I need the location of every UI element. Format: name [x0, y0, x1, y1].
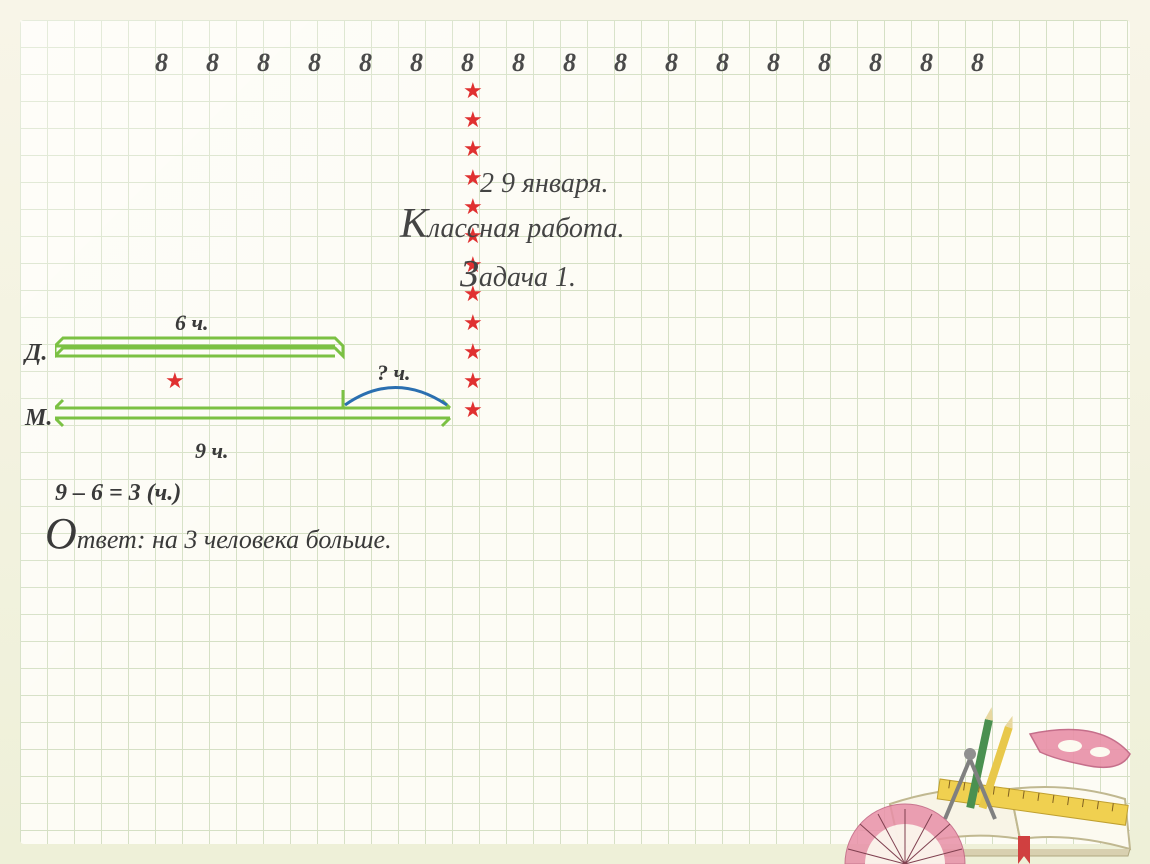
- top-row-digit: 8: [359, 48, 372, 78]
- top-row-digit: 8: [665, 48, 678, 78]
- bar-diagram: Д. М. 6 ч. 9 ч. ? ч. ★: [25, 310, 465, 470]
- top-row-digit: 8: [155, 48, 168, 78]
- star-icon: ★: [463, 109, 483, 131]
- top-row-digit: 8: [257, 48, 270, 78]
- task-rest: адача 1.: [479, 262, 576, 293]
- school-tools-illustration: [770, 664, 1150, 864]
- star-icon: ★: [463, 399, 483, 421]
- star-icon: ★: [463, 312, 483, 334]
- top-row-digit: 8: [818, 48, 831, 78]
- classwork-initial: К: [400, 201, 428, 247]
- classwork-rest: лассная работа.: [428, 213, 625, 244]
- task-initial: З: [460, 253, 479, 295]
- star-icon: ★: [463, 341, 483, 363]
- date-text: 2 9 января.: [480, 168, 609, 200]
- star-column: ★★★★★★★★★★★★: [463, 80, 483, 421]
- top-row-digit: 8: [716, 48, 729, 78]
- top-row-digit: 8: [920, 48, 933, 78]
- top-row-digit: 8: [614, 48, 627, 78]
- top-row-digit: 8: [308, 48, 321, 78]
- diagram-bars: [55, 330, 465, 440]
- top-number-row: 8 8 8 8 8 8 8 8 8 8 8 8 8 8 8 8 8: [155, 48, 1130, 78]
- answer-text: Ответ: на 3 человека больше.: [45, 508, 392, 559]
- calculation-text: 9 – 6 = 3 (ч.): [55, 480, 181, 507]
- top-row-digit: 8: [767, 48, 780, 78]
- top-row-digit: 8: [563, 48, 576, 78]
- answer-rest: твет: на 3 человека больше.: [77, 525, 392, 554]
- top-row-digit: 8: [512, 48, 525, 78]
- top-row-digit: 8: [410, 48, 423, 78]
- task-text: Задача 1.: [460, 252, 576, 296]
- d-label: Д.: [25, 340, 47, 367]
- top-row-digit: 8: [461, 48, 474, 78]
- bottom-bar-label: 9 ч.: [195, 438, 229, 464]
- top-row-digit: 8: [206, 48, 219, 78]
- top-row-digit: 8: [869, 48, 882, 78]
- star-icon: ★: [463, 138, 483, 160]
- answer-initial: О: [45, 509, 77, 558]
- star-icon: ★: [463, 80, 483, 102]
- star-icon: ★: [463, 370, 483, 392]
- classwork-text: Классная работа.: [400, 200, 624, 248]
- m-label: М.: [25, 405, 52, 432]
- top-row-digit: 8: [971, 48, 984, 78]
- diagram-star-icon: ★: [165, 368, 185, 394]
